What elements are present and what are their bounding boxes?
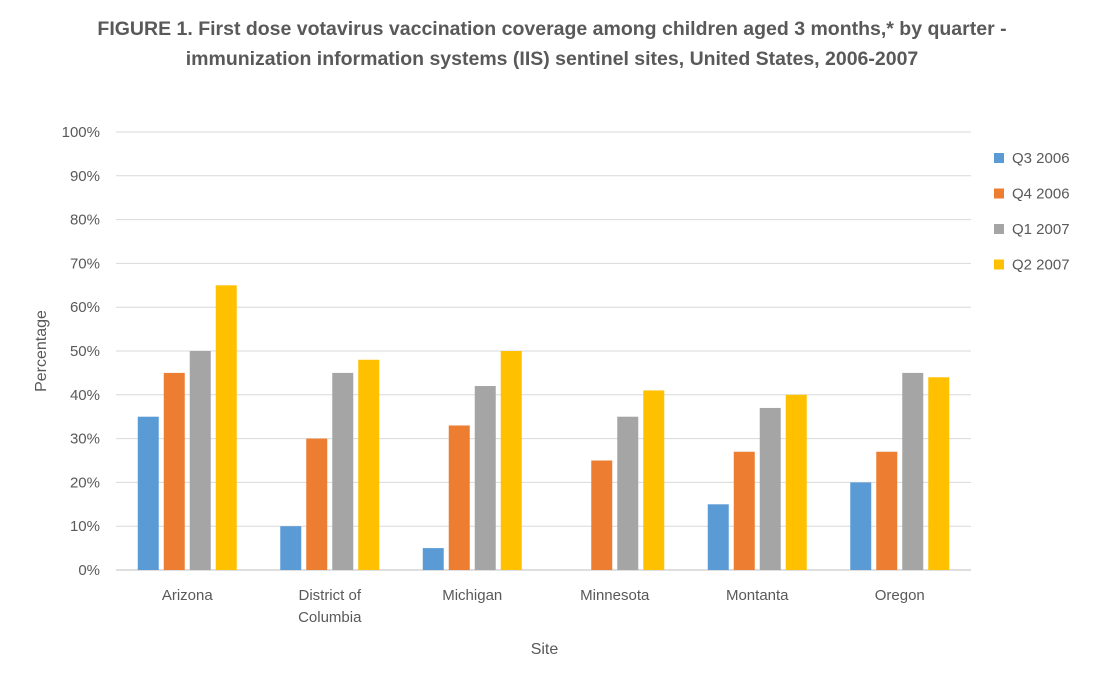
bar bbox=[137, 416, 159, 570]
x-tick-label: Arizona bbox=[162, 587, 214, 604]
legend-swatch bbox=[994, 153, 1004, 163]
x-tick-label: District of Columbia bbox=[298, 587, 362, 626]
bar bbox=[733, 451, 755, 570]
y-tick-label: 100% bbox=[62, 124, 100, 141]
y-tick-label: 40% bbox=[70, 387, 100, 404]
bar bbox=[785, 394, 807, 570]
y-tick-label: 20% bbox=[70, 474, 100, 491]
x-tick-label: Minnesota bbox=[580, 587, 650, 604]
bar bbox=[902, 372, 924, 570]
x-tick-label-line: Michigan bbox=[442, 587, 502, 604]
bar bbox=[474, 386, 496, 570]
bar bbox=[189, 351, 211, 570]
bar bbox=[928, 377, 950, 570]
y-tick-label: 50% bbox=[70, 343, 100, 360]
x-tick-label-line: District of bbox=[298, 587, 361, 604]
y-tick-label: 30% bbox=[70, 431, 100, 448]
legend-label: Q2 2007 bbox=[1012, 257, 1070, 274]
bar bbox=[707, 504, 729, 570]
legend-label: Q3 2006 bbox=[1012, 150, 1070, 167]
y-tick-label: 70% bbox=[70, 255, 100, 272]
bar bbox=[358, 359, 380, 570]
x-axis-title: Site bbox=[531, 641, 559, 658]
bar bbox=[163, 372, 185, 570]
bar bbox=[306, 438, 328, 570]
y-tick-label: 60% bbox=[70, 299, 100, 316]
x-tick-label: Oregon bbox=[875, 587, 925, 604]
y-tick-label: 90% bbox=[70, 168, 100, 185]
bar bbox=[500, 351, 522, 570]
y-tick-label: 80% bbox=[70, 212, 100, 229]
legend-label: Q1 2007 bbox=[1012, 221, 1070, 238]
chart-title: FIGURE 1. First dose votavirus vaccinati… bbox=[97, 18, 1007, 70]
x-tick-label-line: Arizona bbox=[162, 587, 214, 604]
legend-swatch bbox=[994, 188, 1004, 199]
x-tick-label: Michigan bbox=[442, 587, 502, 604]
legend-label: Q4 2006 bbox=[1012, 186, 1070, 203]
x-tick-label-line: Minnesota bbox=[580, 587, 650, 604]
bar bbox=[643, 390, 665, 570]
legend-swatch bbox=[994, 224, 1004, 234]
bar bbox=[591, 460, 613, 570]
bar bbox=[422, 548, 444, 570]
bar bbox=[280, 526, 302, 570]
x-tick-label-line: Oregon bbox=[875, 587, 925, 604]
bar bbox=[448, 425, 470, 570]
y-tick-label: 10% bbox=[70, 518, 100, 535]
bar bbox=[617, 416, 639, 570]
y-axis-title: Percentage bbox=[33, 310, 50, 392]
y-tick-label: 0% bbox=[78, 562, 100, 579]
bar bbox=[215, 285, 237, 570]
bar bbox=[876, 451, 898, 570]
bar bbox=[850, 482, 872, 570]
x-tick-label-line: Columbia bbox=[298, 609, 362, 626]
bar bbox=[759, 407, 781, 570]
x-tick-label: Montanta bbox=[726, 587, 789, 604]
x-tick-label-line: Montanta bbox=[726, 587, 789, 604]
bar bbox=[332, 372, 354, 570]
legend-swatch bbox=[994, 259, 1004, 270]
